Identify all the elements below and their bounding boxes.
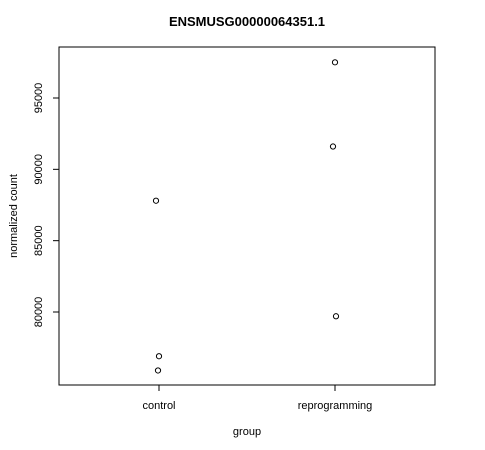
y-tick-label: 95000 bbox=[33, 83, 45, 114]
x-axis-label: group bbox=[233, 426, 261, 438]
plot-frame bbox=[58, 46, 436, 386]
data-point bbox=[329, 143, 337, 150]
data-points bbox=[152, 59, 340, 374]
y-tick-label: 80000 bbox=[33, 297, 45, 328]
data-point bbox=[155, 353, 163, 360]
x-tick-label: control bbox=[142, 400, 175, 412]
y-axis-label: normalized count bbox=[8, 174, 20, 258]
y-tick-label: 85000 bbox=[33, 225, 45, 256]
data-point bbox=[152, 197, 160, 204]
y-axis: 80000 85000 90000 95000 bbox=[33, 83, 59, 328]
chart-title: ENSMUSG00000064351.1 bbox=[169, 14, 325, 29]
data-point bbox=[331, 59, 339, 66]
y-tick-label: 90000 bbox=[33, 154, 45, 185]
data-point bbox=[332, 313, 340, 320]
x-tick-label: reprogramming bbox=[298, 400, 373, 412]
x-axis: control reprogramming bbox=[142, 385, 372, 412]
data-point bbox=[154, 367, 162, 374]
